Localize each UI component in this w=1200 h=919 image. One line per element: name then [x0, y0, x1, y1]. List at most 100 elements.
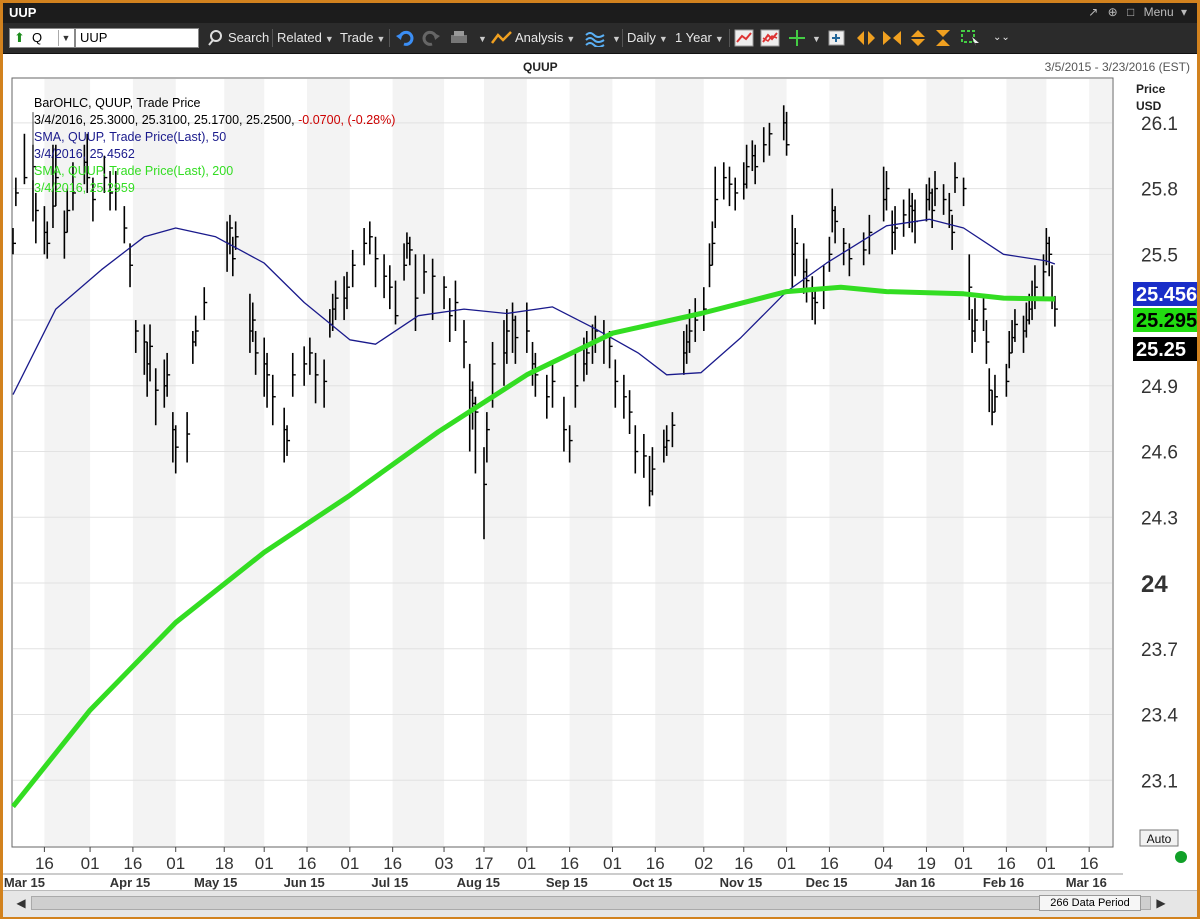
- ohlc-bar: [134, 320, 139, 353]
- zoom-in-icon[interactable]: [881, 29, 901, 47]
- ohlc-bar: [628, 390, 633, 435]
- related-menu[interactable]: Related ▼: [277, 29, 334, 47]
- ohlc-bar: [962, 177, 967, 207]
- ohlc-bar: [203, 287, 208, 321]
- ohlc-bar: [968, 254, 973, 321]
- x-tick-label: 16: [997, 854, 1016, 873]
- select-tool-icon[interactable]: [960, 29, 980, 47]
- data-period-button[interactable]: 266 Data Period: [1039, 895, 1141, 911]
- ohlc-bar: [734, 177, 739, 211]
- x-tick-label: 04: [874, 854, 893, 873]
- ohlc-bar: [374, 236, 379, 288]
- x-month-label: Jun 15: [284, 875, 325, 890]
- ohlc-bar: [369, 221, 373, 255]
- ohlc-bar: [814, 287, 819, 325]
- ohlc-bar: [722, 162, 727, 200]
- window-controls[interactable]: ↗ ⊕ □ Menu ▾: [1088, 5, 1187, 19]
- sma-lines: [11, 218, 1056, 809]
- x-tick-label: 16: [35, 854, 54, 873]
- add-study-icon[interactable]: [827, 29, 847, 47]
- symbol-input[interactable]: UUP: [75, 28, 199, 48]
- pin-icon[interactable]: ⊕: [1107, 5, 1118, 19]
- scroll-left-icon[interactable]: ◀: [16, 896, 26, 910]
- x-tick-label: 02: [694, 854, 713, 873]
- ohlc-bar: [334, 280, 339, 321]
- x-month-label: Apr 15: [110, 875, 150, 890]
- crosshair-icon[interactable]: [787, 29, 807, 47]
- scroll-right-icon[interactable]: ▶: [1156, 896, 1166, 910]
- ohlc-bar: [286, 425, 291, 456]
- auto-scale-button[interactable]: [1139, 829, 1179, 847]
- vertical-expand-icon[interactable]: [908, 29, 928, 47]
- ohlc-bar: [1014, 309, 1018, 342]
- ohlc-bars: [12, 105, 1058, 540]
- search-button[interactable]: Search: [228, 30, 270, 45]
- x-tick-label: 19: [917, 854, 936, 873]
- trade-menu[interactable]: Trade ▼: [340, 29, 385, 47]
- ohlc-bar: [711, 221, 716, 266]
- menu-label[interactable]: Menu: [1143, 5, 1174, 19]
- price-badges: 25.456 25.295 25.25: [1133, 282, 1197, 361]
- ohlc-bar: [1048, 236, 1053, 277]
- x-month-label: Dec 15: [806, 875, 848, 890]
- wave-dropdown-icon[interactable]: ▼: [612, 34, 621, 44]
- time-band: [569, 79, 613, 846]
- wave-icon[interactable]: [585, 29, 605, 48]
- ohlc-bar: [23, 133, 28, 185]
- search-icon[interactable]: [207, 29, 227, 47]
- ohlc-bar: [574, 352, 579, 408]
- line-chart-icon[interactable]: [734, 29, 754, 47]
- redo-icon[interactable]: [421, 29, 441, 47]
- y-tick-label: 23.1: [1141, 771, 1178, 792]
- ohlc-bar: [291, 352, 296, 397]
- scroll-arrows-icon[interactable]: [855, 29, 875, 47]
- chart-window: UUP ↗ ⊕ □ Menu ▾ ⬆ Q ▼ UUP Search Relate…: [3, 3, 1197, 917]
- ohlc-bar: [303, 346, 308, 386]
- window-title: UUP: [9, 5, 37, 20]
- ohlc-bar: [885, 171, 890, 211]
- crosshair-dropdown-icon[interactable]: ▼: [812, 34, 821, 44]
- x-tick-label: 01: [340, 854, 359, 873]
- popout-icon[interactable]: ↗: [1088, 5, 1099, 19]
- ohlc-bar: [229, 214, 233, 255]
- interval-menu[interactable]: Daily ▼: [627, 29, 668, 47]
- legend-line: SMA, QUUP, Trade Price(Last), 200: [34, 164, 233, 178]
- ohlc-bar: [714, 166, 719, 229]
- price-chart[interactable]: QUUP 3/5/2015 - 3/23/2016 (EST) BarOHLC,…: [3, 54, 1197, 890]
- symbol-type-dropdown-icon[interactable]: ▼: [58, 30, 73, 46]
- x-tick-label: 16: [1080, 854, 1099, 873]
- ohlc-bar: [346, 271, 350, 310]
- print-icon[interactable]: [449, 29, 469, 47]
- time-band: [392, 79, 445, 846]
- undo-icon[interactable]: [395, 29, 415, 47]
- compare-chart-icon[interactable]: [760, 29, 780, 47]
- menu-dropdown-icon[interactable]: ▾: [1180, 5, 1187, 19]
- ohlc-bar: [46, 221, 51, 259]
- y-tick-label: 25.5: [1141, 245, 1178, 266]
- ohlc-bar: [232, 236, 236, 277]
- up-arrow-icon: ⬆: [14, 30, 25, 45]
- print-dropdown-icon[interactable]: ▼: [478, 34, 487, 44]
- toolbar: ⬆ Q ▼ UUP Search Related ▼ Trade ▼ ▼ Analy…: [3, 23, 1197, 54]
- ohlc-bar: [15, 177, 19, 207]
- ohlc-bar: [254, 331, 259, 375]
- window-icon[interactable]: □: [1127, 5, 1135, 19]
- range-menu[interactable]: 1 Year ▼: [675, 29, 724, 47]
- ohlc-bar: [828, 236, 833, 272]
- x-tick-label: 16: [123, 854, 142, 873]
- x-tick-label: 01: [517, 854, 536, 873]
- symbol-type-select[interactable]: ⬆ Q ▼: [9, 28, 75, 48]
- ohlc-bar: [762, 127, 767, 163]
- ohlc-bar: [123, 206, 128, 244]
- analysis-menu[interactable]: Analysis ▼: [515, 29, 575, 47]
- vertical-zoom-icon[interactable]: [933, 29, 953, 47]
- ohlc-bar: [785, 111, 790, 156]
- time-scrollbar[interactable]: [31, 896, 1151, 910]
- chart-area[interactable]: QUUP 3/5/2015 - 3/23/2016 (EST) BarOHLC,…: [3, 54, 1197, 890]
- ohlc-bar: [942, 184, 947, 215]
- more-options-icon[interactable]: ⌄⌄: [993, 32, 1010, 43]
- x-tick-label: 16: [734, 854, 753, 873]
- ohlc-bar: [166, 352, 171, 397]
- range-label: 1 Year: [675, 30, 712, 45]
- sma50-line: [12, 218, 1056, 395]
